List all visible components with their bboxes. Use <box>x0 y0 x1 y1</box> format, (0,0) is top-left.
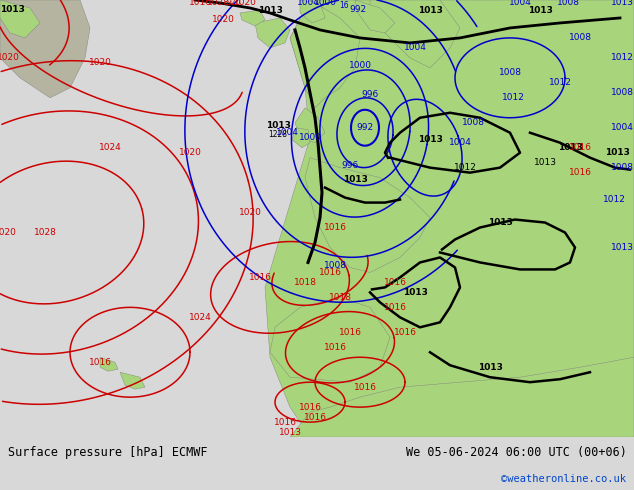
Text: 1020: 1020 <box>212 16 235 24</box>
Text: 1008: 1008 <box>323 261 347 270</box>
Polygon shape <box>292 128 310 147</box>
Text: 1013: 1013 <box>488 218 512 227</box>
Text: 1013: 1013 <box>527 6 552 16</box>
Text: 1028: 1028 <box>34 228 56 237</box>
Text: 1013: 1013 <box>533 158 557 167</box>
Text: 16: 16 <box>339 1 349 10</box>
Text: 1013: 1013 <box>266 121 290 130</box>
Text: 1016: 1016 <box>273 417 297 427</box>
Text: 992: 992 <box>356 123 373 132</box>
Text: 1016: 1016 <box>394 328 417 337</box>
Polygon shape <box>120 372 145 389</box>
Polygon shape <box>300 0 325 23</box>
Text: 1016: 1016 <box>569 168 592 177</box>
Polygon shape <box>270 297 390 382</box>
Text: 1004: 1004 <box>297 0 320 7</box>
Text: 1016: 1016 <box>339 328 361 337</box>
Polygon shape <box>295 108 325 143</box>
Text: We 05-06-2024 06:00 UTC (00+06): We 05-06-2024 06:00 UTC (00+06) <box>406 446 626 460</box>
Text: 1000: 1000 <box>313 0 337 7</box>
Text: 1004: 1004 <box>404 44 427 52</box>
Text: 1013: 1013 <box>342 175 368 184</box>
Polygon shape <box>240 10 265 26</box>
Text: 1013: 1013 <box>477 363 502 372</box>
Text: 1008: 1008 <box>557 0 579 7</box>
Text: 1004: 1004 <box>508 0 531 7</box>
Text: 1008: 1008 <box>462 118 484 127</box>
Text: ©weatheronline.co.uk: ©weatheronline.co.uk <box>501 474 626 484</box>
Polygon shape <box>0 0 40 38</box>
Text: 1013: 1013 <box>403 288 427 297</box>
Text: 1012: 1012 <box>548 78 571 87</box>
Text: 1013: 1013 <box>611 243 633 252</box>
Text: 1016: 1016 <box>323 223 347 232</box>
Polygon shape <box>255 18 290 48</box>
Text: 1008: 1008 <box>498 68 522 77</box>
Text: 1013: 1013 <box>257 6 282 16</box>
Text: 1013: 1013 <box>418 135 443 144</box>
Text: 1016: 1016 <box>249 273 271 282</box>
Text: 1024: 1024 <box>189 313 211 322</box>
Text: 1008: 1008 <box>611 88 633 98</box>
Text: 1013: 1013 <box>418 6 443 16</box>
Text: 996: 996 <box>341 161 359 170</box>
Text: 1016: 1016 <box>323 343 347 352</box>
Text: 1012: 1012 <box>602 195 625 204</box>
Text: 1020: 1020 <box>233 0 256 7</box>
Text: 1016: 1016 <box>318 268 342 277</box>
Text: 1013: 1013 <box>0 5 25 15</box>
Polygon shape <box>0 0 90 98</box>
Text: 1020: 1020 <box>0 228 16 237</box>
Polygon shape <box>355 0 395 33</box>
Text: 1016: 1016 <box>304 413 327 421</box>
Polygon shape <box>290 357 634 437</box>
Text: 1004: 1004 <box>449 138 472 147</box>
Text: 1016: 1016 <box>384 278 406 287</box>
Text: 1000: 1000 <box>349 61 372 71</box>
Text: 1012: 1012 <box>501 93 524 102</box>
Text: 1020: 1020 <box>89 58 112 67</box>
Polygon shape <box>370 0 460 68</box>
Text: 1016: 1016 <box>188 0 212 7</box>
Text: 1008: 1008 <box>611 163 633 172</box>
Polygon shape <box>305 158 430 272</box>
Polygon shape <box>290 0 360 108</box>
Text: 1013: 1013 <box>557 143 583 152</box>
Text: 1013: 1013 <box>605 148 630 157</box>
Text: 992: 992 <box>349 5 366 15</box>
Text: 1018: 1018 <box>294 278 316 287</box>
Text: Surface pressure [hPa] ECMWF: Surface pressure [hPa] ECMWF <box>8 446 207 460</box>
Text: 1020: 1020 <box>238 208 261 217</box>
Text: 1020: 1020 <box>179 148 202 157</box>
Text: 1016: 1016 <box>569 143 592 152</box>
Text: 1024: 1024 <box>99 143 121 152</box>
Text: 1004: 1004 <box>276 128 299 137</box>
Text: 1018: 1018 <box>328 293 351 302</box>
Text: 1008: 1008 <box>569 33 592 43</box>
Text: 1016: 1016 <box>384 303 406 312</box>
Text: 1016: 1016 <box>354 383 377 392</box>
Text: 1028: 1028 <box>207 0 230 7</box>
Text: 1000: 1000 <box>299 133 321 142</box>
Polygon shape <box>265 0 634 437</box>
Text: 1228: 1228 <box>269 130 287 139</box>
Text: 996: 996 <box>361 90 378 99</box>
Text: 1016: 1016 <box>89 358 112 367</box>
Text: 1012: 1012 <box>453 163 476 172</box>
Text: 1013: 1013 <box>611 0 633 7</box>
Polygon shape <box>100 357 118 371</box>
Text: 1013: 1013 <box>278 428 302 437</box>
Text: 1012: 1012 <box>611 53 633 62</box>
Text: 1004: 1004 <box>611 123 633 132</box>
Text: 920: 920 <box>227 0 242 7</box>
Text: 1020: 1020 <box>0 53 20 62</box>
Text: 1016: 1016 <box>299 403 321 412</box>
